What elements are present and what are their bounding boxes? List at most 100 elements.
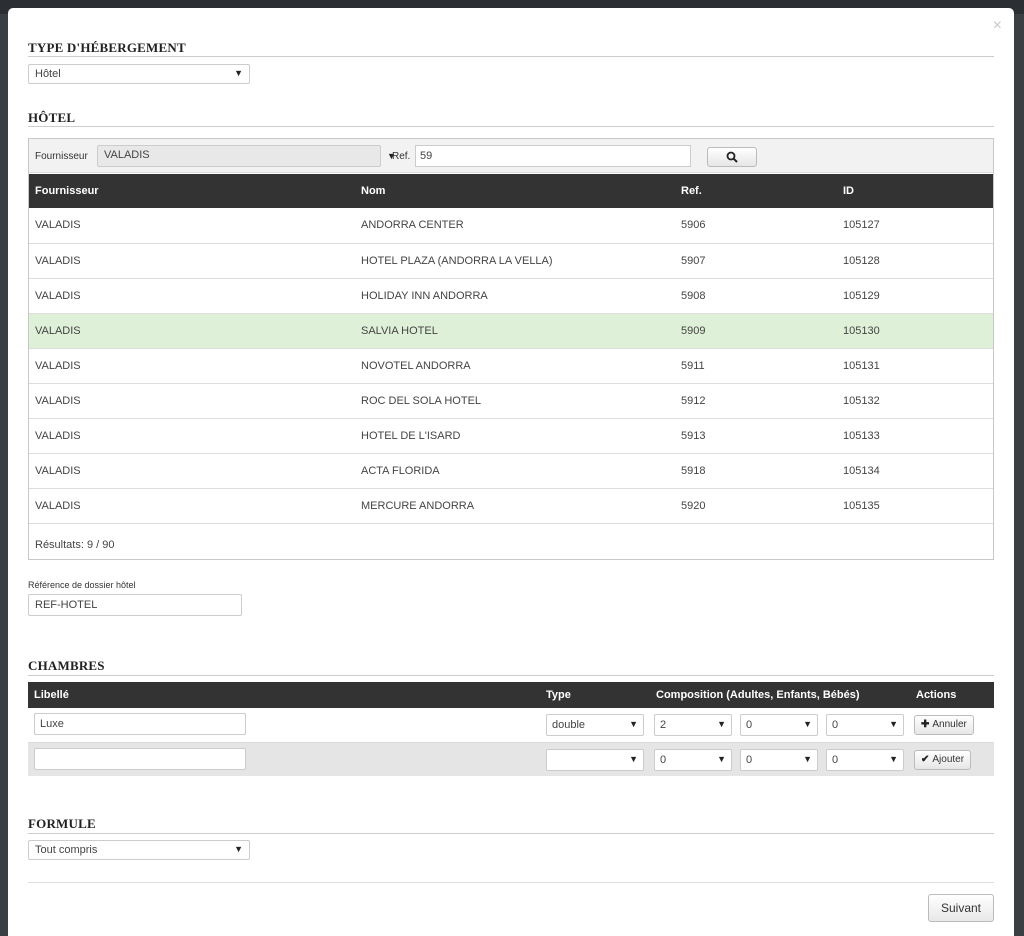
dossier-ref-input[interactable]: REF-HOTEL (28, 594, 242, 616)
table-cell: VALADIS (29, 243, 355, 279)
room-type-select[interactable]: double ▼ (546, 714, 644, 736)
chevron-down-icon: ▼ (629, 753, 638, 764)
table-cell: 105131 (837, 348, 993, 384)
cancel-room-button[interactable]: ✚ Annuler (914, 715, 974, 735)
column-header: Composition (Adultes, Enfants, Bébés) (650, 682, 910, 708)
add-room-label: Ajouter (932, 753, 965, 765)
column-header: ID (837, 174, 993, 208)
room-label-input[interactable]: Luxe (34, 713, 246, 735)
actions-cell: ✚ Annuler (910, 708, 994, 743)
table-cell: VALADIS (29, 348, 355, 384)
babies-select[interactable]: 0 ▼ (826, 714, 904, 736)
room-type-select[interactable]: ▼ (546, 748, 644, 771)
table-cell: 105129 (837, 278, 993, 314)
table-row[interactable]: VALADIS ROC DEL SOLA HOTEL 5912 105132 (29, 383, 993, 419)
table-cell: 105133 (837, 418, 993, 454)
room-label-input[interactable] (34, 747, 246, 770)
rooms-table: Libellé Type Composition (Adultes, Enfan… (28, 682, 994, 776)
table-row[interactable]: VALADIS ANDORRA CENTER 5906 105127 (29, 208, 993, 244)
divider (28, 833, 994, 834)
table-cell: 105135 (837, 488, 993, 524)
search-button[interactable] (707, 147, 757, 167)
adults-select[interactable]: 0 ▼ (654, 748, 732, 771)
dossier-ref-value: REF-HOTEL (35, 599, 98, 611)
provider-value: VALADIS (104, 149, 150, 161)
next-button[interactable]: Suivant (928, 894, 994, 922)
table-cell: HOTEL DE L'ISARD (355, 418, 675, 454)
babies-select[interactable]: 0 ▼ (826, 748, 904, 771)
chevron-down-icon: ▼ (234, 68, 243, 78)
results-count: Résultats: 9 / 90 (35, 539, 115, 551)
table-row[interactable]: VALADIS HOLIDAY INN ANDORRA 5908 105129 (29, 278, 993, 314)
room-label-cell: Luxe (28, 708, 540, 743)
column-header: Libellé (28, 682, 540, 708)
chevron-down-icon: ▼ (629, 719, 638, 729)
table-cell: 105130 (837, 313, 993, 349)
table-cell: VALADIS (29, 418, 355, 454)
table-cell: 5908 (675, 278, 837, 314)
table-cell: VALADIS (29, 453, 355, 489)
column-header: Actions (910, 682, 994, 708)
table-cell: VALADIS (29, 313, 355, 349)
babies-value: 0 (832, 719, 839, 731)
accommodation-type-select[interactable]: Hôtel ▼ (28, 64, 250, 84)
chevron-down-icon: ▼ (234, 844, 243, 854)
table-cell: 5911 (675, 348, 837, 384)
table-cell: 5907 (675, 243, 837, 279)
background-edge (0, 14, 8, 936)
children-select[interactable]: 0 ▼ (740, 714, 818, 736)
table-cell: 105127 (837, 208, 993, 244)
table-cell: VALADIS (29, 383, 355, 419)
composition-cell: 0 ▼ 0 ▼ 0 ▼ (650, 742, 910, 776)
accommodation-type-value: Hôtel (35, 68, 61, 80)
footer-divider (28, 882, 994, 883)
table-header: Fournisseur Nom Ref. ID (29, 174, 993, 208)
table-cell: NOVOTEL ANDORRA (355, 348, 675, 384)
room-row: Luxe double ▼ 2 ▼ 0 ▼ 0 ▼ ✚ Annuler (28, 708, 994, 743)
formula-title: FORMULE (28, 816, 96, 831)
table-cell: 5912 (675, 383, 837, 419)
adults-value: 0 (660, 753, 667, 766)
check-icon: ✔ (921, 753, 930, 765)
chevron-down-icon: ▼ (717, 753, 726, 764)
table-row[interactable]: VALADIS SALVIA HOTEL 5909 105130 (29, 313, 993, 349)
provider-label: Fournisseur (35, 151, 88, 162)
divider (28, 56, 994, 57)
room-label-value: Luxe (40, 718, 64, 730)
table-cell: VALADIS (29, 208, 355, 244)
table-cell: ACTA FLORIDA (355, 453, 675, 489)
divider (28, 126, 994, 127)
plus-icon: ✚ (921, 719, 930, 730)
chevron-down-icon: ▼ (889, 719, 898, 729)
provider-select[interactable]: VALADIS (97, 145, 381, 167)
table-row[interactable]: VALADIS ACTA FLORIDA 5918 105134 (29, 453, 993, 489)
table-cell: 105132 (837, 383, 993, 419)
ref-input[interactable]: 59 (415, 145, 691, 167)
table-cell: 5909 (675, 313, 837, 349)
ref-label: Ref. (392, 151, 411, 162)
divider (28, 675, 994, 676)
close-icon[interactable]: × (992, 17, 1002, 34)
composition-cell: 2 ▼ 0 ▼ 0 ▼ (650, 708, 910, 743)
room-row-new: ▼ 0 ▼ 0 ▼ 0 ▼ ✔ Ajouter (28, 742, 994, 776)
table-row[interactable]: VALADIS MERCURE ANDORRA 5920 105135 (29, 488, 993, 524)
ref-value: 59 (420, 150, 433, 162)
table-row[interactable]: VALADIS HOTEL DE L'ISARD 5913 105133 (29, 418, 993, 454)
add-room-button[interactable]: ✔ Ajouter (914, 749, 972, 770)
table-row[interactable]: VALADIS HOTEL PLAZA (ANDORRA LA VELLA) 590… (29, 243, 993, 279)
table-header: Libellé Type Composition (Adultes, Enfan… (28, 682, 994, 708)
children-value: 0 (746, 753, 753, 766)
chevron-down-icon: ▼ (803, 753, 812, 764)
formula-select[interactable]: Tout compris ▼ (28, 840, 250, 860)
column-header: Type (540, 682, 650, 708)
children-select[interactable]: 0 ▼ (740, 748, 818, 771)
table-cell: HOTEL PLAZA (ANDORRA LA VELLA) (355, 243, 675, 279)
table-cell: 5918 (675, 453, 837, 489)
adults-select[interactable]: 2 ▼ (654, 714, 732, 736)
table-cell: 5913 (675, 418, 837, 454)
table-cell: 5906 (675, 208, 837, 244)
table-cell: VALADIS (29, 278, 355, 314)
table-cell: SALVIA HOTEL (355, 313, 675, 349)
formula-value: Tout compris (35, 844, 98, 856)
table-row[interactable]: VALADIS NOVOTEL ANDORRA 5911 105131 (29, 348, 993, 384)
